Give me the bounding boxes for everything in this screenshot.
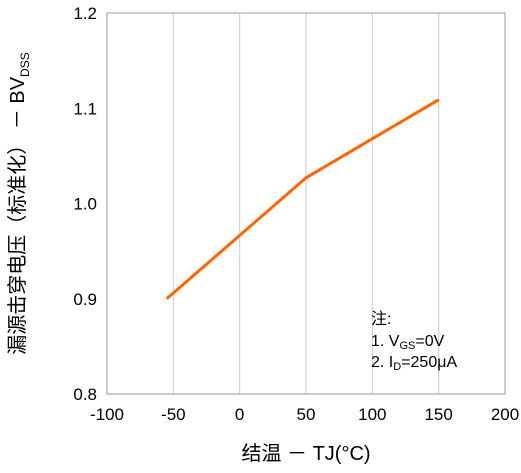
y-axis-label-group: 漏源击穿电压（标准化） － BVDSS bbox=[6, 52, 32, 354]
plot-frame bbox=[106, 12, 506, 395]
x-tick-label: 150 bbox=[424, 405, 452, 424]
x-tick-label: 0 bbox=[235, 405, 244, 424]
y-tick-label: 0.9 bbox=[73, 290, 97, 309]
y-tick-label: 0.8 bbox=[73, 385, 97, 404]
note-title: 注: bbox=[371, 310, 391, 328]
y-axis-label: 漏源击穿电压（标准化） － BVDSS bbox=[6, 52, 32, 354]
grid bbox=[172, 13, 440, 394]
note-line-2-suffix: =250μA bbox=[401, 354, 457, 371]
y-axis-label-main: 漏源击穿电压（标准化） － BV bbox=[6, 76, 29, 354]
y-tick-labels: 0.8 0.9 1.0 1.1 1.2 bbox=[73, 4, 97, 404]
x-axis-label: 结温 － TJ(°C) bbox=[241, 442, 370, 465]
note-line-1-suffix: =0V bbox=[415, 333, 444, 350]
note-line-1: 1. VGS=0V bbox=[371, 333, 445, 352]
y-tick-label: 1.0 bbox=[73, 195, 97, 214]
x-tick-label: 100 bbox=[358, 405, 386, 424]
y-tick-label: 1.2 bbox=[73, 4, 97, 23]
note-line-2-sub: D bbox=[393, 361, 401, 373]
y-axis-label-sub: DSS bbox=[18, 52, 32, 77]
note-line-2-prefix: 2. I bbox=[371, 354, 393, 371]
note-line-2: 2. ID=250μA bbox=[371, 354, 457, 373]
x-tick-label: -100 bbox=[90, 405, 124, 424]
x-tick-label: 50 bbox=[297, 405, 316, 424]
note-line-1-sub: GS bbox=[399, 340, 415, 352]
x-tick-label: -50 bbox=[161, 405, 186, 424]
x-tick-label: 200 bbox=[491, 405, 519, 424]
series-line bbox=[165, 98, 440, 300]
note-line-1-prefix: 1. V bbox=[371, 333, 400, 350]
y-tick-label: 1.1 bbox=[73, 99, 97, 118]
series-layer bbox=[165, 98, 440, 300]
x-tick-labels: -100 -50 0 50 100 150 200 bbox=[90, 405, 519, 424]
annotation-note: 注: 1. VGS=0V 2. ID=250μA bbox=[371, 310, 457, 373]
